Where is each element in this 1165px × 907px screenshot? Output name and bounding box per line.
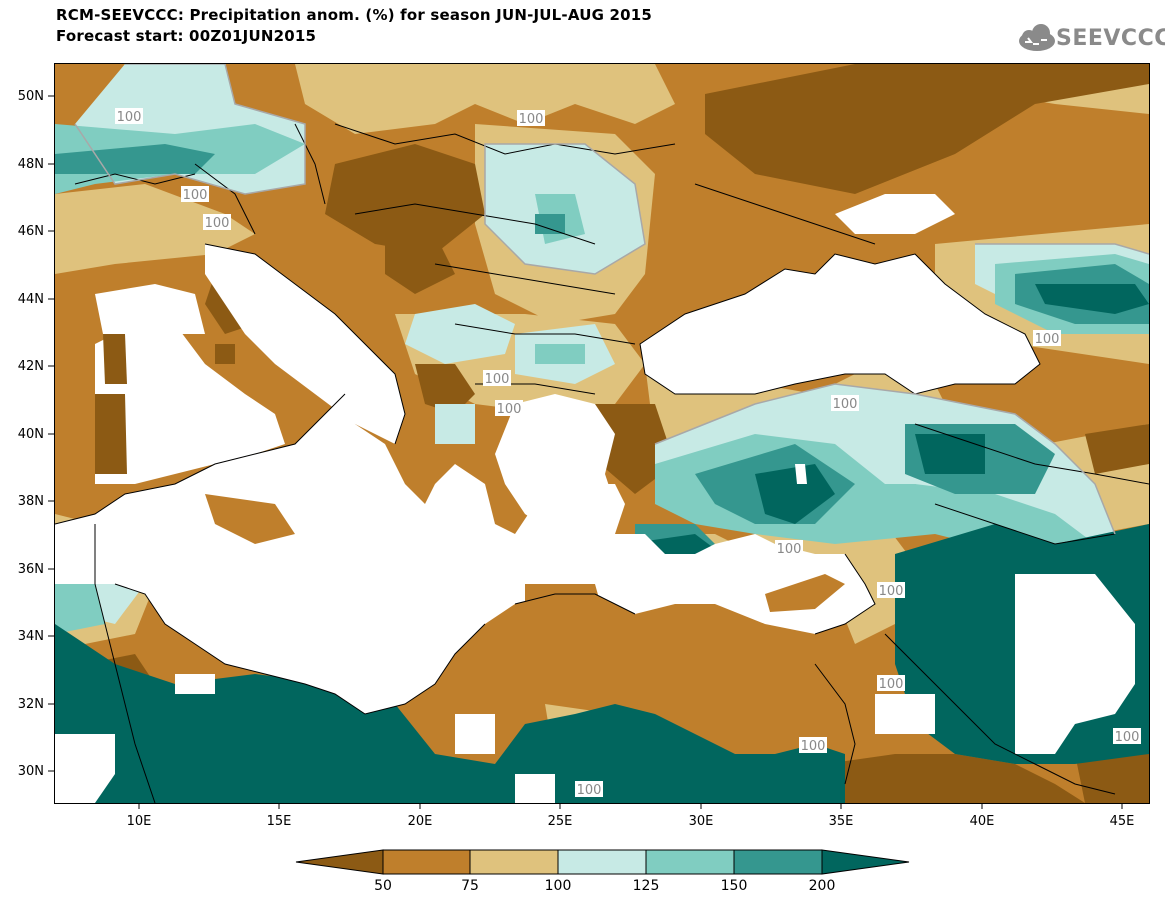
legend-swatch-150-200 [733, 849, 823, 875]
contour-label: 100 [877, 675, 905, 692]
lat-label: 32N [18, 697, 44, 712]
latitude-labels: 50N 48N 46N 44N 42N 40N 38N 36N 34N 32N … [18, 89, 44, 779]
precipitation-anomaly-map: 100 100 100 100 100 100 100 100 100 100 … [54, 63, 1150, 804]
black-sea [640, 254, 1040, 394]
legend-tick: 100 [545, 878, 572, 894]
svg-text:100: 100 [577, 783, 602, 798]
seevccc-logo [1019, 24, 1055, 51]
svg-text:100: 100 [205, 216, 230, 231]
contour-label: 100 [495, 400, 523, 417]
contour-label: 100 [115, 108, 143, 125]
map-title: RCM-SEEVCCC: Precipitation anom. (%) for… [56, 6, 653, 24]
svg-text:100: 100 [485, 372, 510, 387]
svg-text:100: 100 [879, 677, 904, 692]
svg-text:100: 100 [497, 402, 522, 417]
svg-text:100: 100 [183, 188, 208, 203]
mediterranean-sea [55, 394, 875, 714]
lon-label: 40E [970, 814, 995, 829]
corsica [103, 334, 127, 384]
legend-ticks: 50 75 100 125 150 200 [374, 878, 835, 894]
tyrrhenian-sea [95, 324, 285, 484]
legend-tick: 125 [633, 878, 660, 894]
lon-label: 25E [548, 814, 573, 829]
svg-text:100: 100 [777, 542, 802, 557]
legend-tick: 50 [374, 878, 392, 894]
lat-label: 44N [18, 292, 44, 307]
lon-label: 10E [127, 814, 152, 829]
legend-tick: 75 [461, 878, 479, 894]
logo-text: SEEVCCC [1056, 26, 1165, 51]
svg-text:100: 100 [879, 584, 904, 599]
legend-swatch-75-100 [469, 849, 559, 875]
adriatic-sea [205, 244, 405, 444]
contour-label: 100 [483, 370, 511, 387]
contour-label: 100 [575, 781, 603, 798]
svg-text:100: 100 [1115, 730, 1140, 745]
lat-label: 50N [18, 89, 44, 104]
crete [525, 584, 600, 602]
cloud-icon [1019, 24, 1055, 51]
contour-label: 100 [1033, 330, 1061, 347]
lon-label: 45E [1110, 814, 1135, 829]
lat-label: 46N [18, 224, 44, 239]
sea-areas [55, 194, 1040, 714]
contour-label: 100 [203, 214, 231, 231]
lat-label: 38N [18, 494, 44, 509]
legend-tick: 200 [809, 878, 836, 894]
contour-label: 100 [1113, 728, 1141, 745]
contour-label: 100 [181, 186, 209, 203]
lat-label: 40N [18, 427, 44, 442]
svg-text:100: 100 [519, 112, 544, 127]
legend-swatch-50-75 [382, 849, 471, 875]
ligurian-sea [95, 284, 205, 344]
lat-label: 42N [18, 359, 44, 374]
contour-label: 100 [877, 582, 905, 599]
svg-text:100: 100 [1035, 332, 1060, 347]
contour-label: 100 [775, 540, 803, 557]
svg-text:100: 100 [117, 110, 142, 125]
svg-text:100: 100 [801, 739, 826, 754]
no-data-areas [55, 464, 1135, 803]
forecast-start-label: Forecast start: 00Z01JUN2015 [56, 27, 317, 45]
legend-swatch-gt200 [821, 849, 910, 875]
legend-swatch-125-150 [645, 849, 735, 875]
lon-label: 20E [408, 814, 433, 829]
lat-label: 30N [18, 764, 44, 779]
longitude-labels: 10E 15E 20E 25E 30E 35E 40E 45E [127, 814, 1135, 829]
map-canvas: 100 100 100 100 100 100 100 100 100 100 … [55, 64, 1149, 803]
contour-label: 100 [799, 737, 827, 754]
sea-of-azov [835, 194, 955, 234]
sardinia [95, 394, 127, 474]
legend-tick: 150 [721, 878, 748, 894]
lat-label: 48N [18, 157, 44, 172]
contour-label: 100 [517, 110, 545, 127]
contour-100-lines [74, 64, 1149, 535]
lon-label: 15E [267, 814, 292, 829]
contour-label: 100 [831, 395, 859, 412]
lon-label: 35E [829, 814, 854, 829]
country-borders [55, 123, 1149, 803]
contour-labels: 100 100 100 100 100 100 100 100 100 100 … [115, 108, 1141, 798]
legend-swatch-lt50 [295, 849, 384, 875]
svg-text:100: 100 [833, 397, 858, 412]
aegean-sea [495, 394, 615, 534]
legend-swatch-100-125 [557, 849, 647, 875]
sicily [205, 494, 295, 544]
cyprus [765, 574, 845, 612]
lat-label: 34N [18, 629, 44, 644]
lon-label: 30E [689, 814, 714, 829]
lat-label: 36N [18, 562, 44, 577]
islands [95, 334, 845, 612]
